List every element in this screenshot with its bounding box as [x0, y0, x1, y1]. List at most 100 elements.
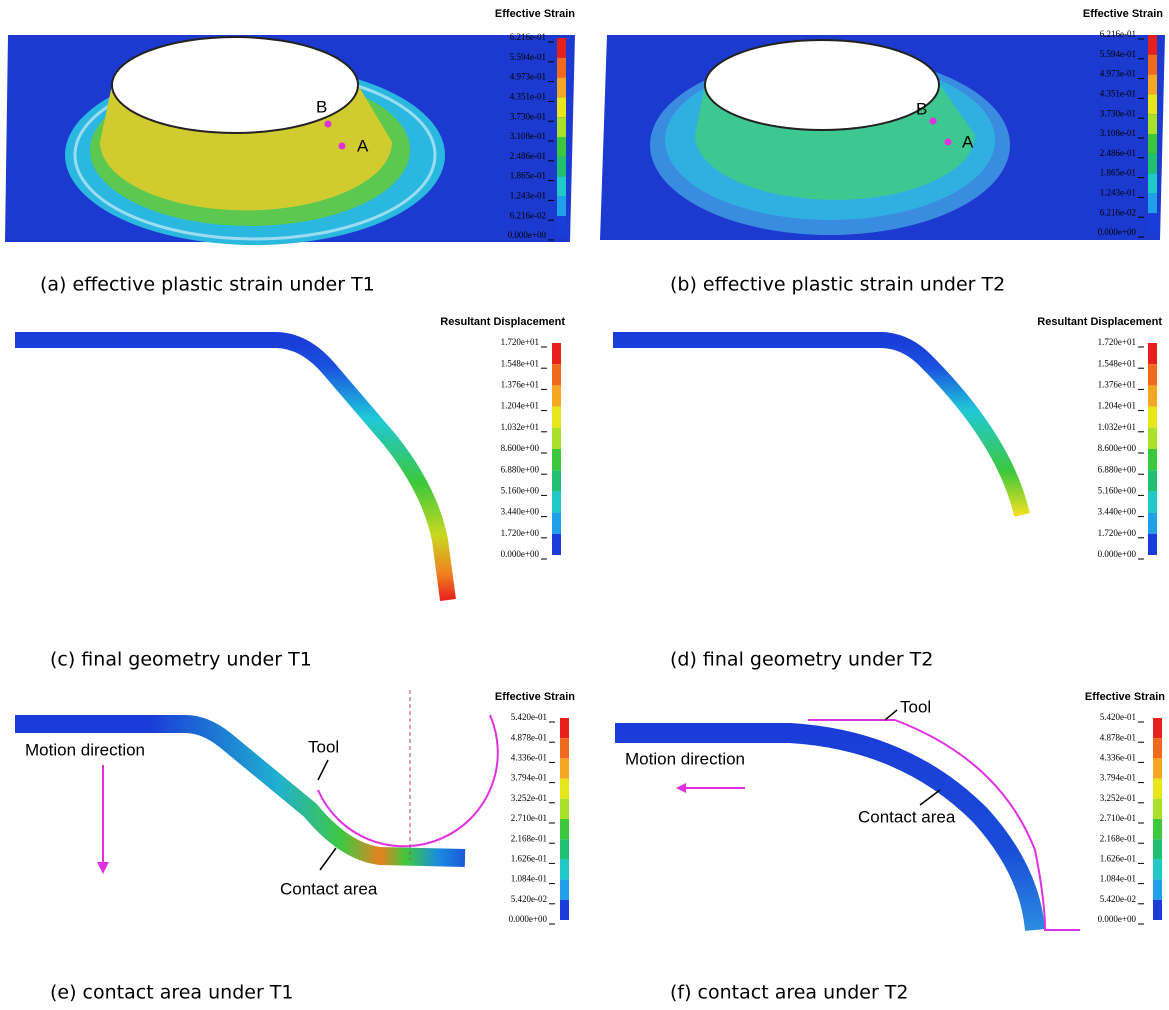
legend-band: [1153, 758, 1162, 778]
panel-a-image: [5, 35, 575, 245]
legend-label: 8.600e+00: [1098, 443, 1137, 453]
legend-label: 5.420e-02: [1100, 894, 1136, 904]
legend-label: 0.000e+00: [1098, 914, 1137, 924]
caption: (e) contact area under T1: [50, 982, 293, 1004]
panel-c-image: [15, 340, 448, 600]
legend-label: 1.084e-01: [511, 874, 547, 884]
legend-label: 2.710e-01: [511, 813, 547, 823]
legend-band: [1148, 343, 1157, 364]
legend-label: 5.420e-01: [511, 712, 547, 722]
legend-label: 3.440e+00: [501, 507, 540, 517]
legend-band: [1148, 364, 1157, 385]
legend-label: 5.594e-01: [1100, 49, 1136, 59]
legend-label: 4.351e-01: [1100, 88, 1136, 98]
legend-band: [560, 779, 569, 799]
legend-label: 5.594e-01: [510, 52, 546, 62]
legend-band: [552, 343, 561, 364]
legend-band: [557, 117, 566, 137]
legend-band: [1153, 738, 1162, 758]
legend-label: 3.108e-01: [510, 131, 546, 141]
legend-band: [552, 470, 561, 491]
legend-band: [557, 78, 566, 98]
legend-label: 1.720e+00: [501, 528, 540, 538]
legend-label: 4.336e-01: [1100, 752, 1136, 762]
legend-band: [560, 839, 569, 859]
legend-label: 5.420e-02: [511, 894, 547, 904]
legend-band: [557, 196, 566, 216]
legend-label: 1.548e+01: [1098, 358, 1136, 368]
legend-band: [557, 157, 566, 177]
legend-band: [552, 449, 561, 470]
panel-b-image: [600, 35, 1165, 240]
legend-band: [1148, 75, 1157, 95]
point-marker: [930, 118, 937, 125]
annotation: B: [316, 97, 327, 116]
legend-label: 3.730e-01: [510, 111, 546, 121]
legend-label: 1.720e+01: [501, 337, 539, 347]
legend-label: 3.108e-01: [1100, 128, 1136, 138]
point-marker: [945, 139, 952, 146]
legend-band: [1148, 385, 1157, 406]
legend-band: [560, 799, 569, 819]
legend-label: 1.548e+01: [501, 358, 539, 368]
annotation: A: [357, 136, 369, 155]
legend-band: [1148, 154, 1157, 174]
legend-label: 2.168e-01: [511, 833, 547, 843]
legend-label: 3.794e-01: [1100, 773, 1136, 783]
legend-label: 0.000e+00: [509, 914, 548, 924]
point-marker: [325, 121, 332, 128]
legend-band: [552, 385, 561, 406]
legend-label: 3.794e-01: [511, 773, 547, 783]
legend-label: 1.376e+01: [1098, 379, 1136, 389]
legend-band: [560, 900, 569, 920]
panel-f-image: [615, 710, 1080, 930]
legend-label: 5.420e-01: [1100, 712, 1136, 722]
legend-band: [1153, 779, 1162, 799]
legend-band: [1153, 718, 1162, 738]
legend-band: [1148, 134, 1157, 154]
caption: (a) effective plastic strain under T1: [40, 274, 375, 296]
legend-band: [1148, 407, 1157, 428]
legend-band: [1148, 470, 1157, 491]
figure: (a) effective plastic strain under T1 Eff…: [0, 0, 1169, 1005]
legend-label: 4.973e-01: [1100, 69, 1136, 79]
legend-band: [557, 97, 566, 117]
legend-label: 1.243e-01: [510, 190, 546, 200]
annotation: Contact area: [280, 879, 378, 898]
legend-title: Effective Strain: [1083, 8, 1163, 20]
annotation: Contact area: [858, 807, 956, 826]
legend-label: 1.204e+01: [1098, 401, 1136, 411]
legend-title: Resultant Displacement: [1037, 316, 1162, 328]
legend-band: [557, 216, 566, 236]
legend-band: [552, 513, 561, 534]
caption: (b) effective plastic strain under T2: [670, 274, 1005, 296]
legend-band: [557, 137, 566, 157]
legend-label: 1.865e-01: [1100, 168, 1136, 178]
legend-label: 6.880e+00: [501, 464, 540, 474]
legend-band: [1148, 114, 1157, 134]
annotation: Tool: [900, 697, 931, 716]
legend-band: [1148, 94, 1157, 114]
legend-band: [560, 880, 569, 900]
legend-band: [1148, 55, 1157, 75]
legend-band: [1148, 174, 1157, 194]
legend-label: 1.204e+01: [501, 401, 539, 411]
legend-label: 6.216e-01: [510, 32, 546, 42]
legend-label: 0.000e+00: [501, 549, 540, 559]
legend-label: 2.710e-01: [1100, 813, 1136, 823]
legend-band: [560, 859, 569, 879]
legend-label: 2.486e-01: [1100, 148, 1136, 158]
legend-label: 2.168e-01: [1100, 833, 1136, 843]
legend-label: 3.730e-01: [1100, 108, 1136, 118]
legend-title: Effective Strain: [495, 691, 575, 703]
legend-band: [1148, 35, 1157, 55]
legend-band: [1153, 900, 1162, 920]
legend-label: 2.486e-01: [510, 151, 546, 161]
legend-band: [552, 364, 561, 385]
legend-title: Effective Strain: [1085, 691, 1165, 703]
legend-label: 1.032e+01: [1098, 422, 1136, 432]
legend-band: [1153, 839, 1162, 859]
caption: (f) contact area under T2: [670, 982, 908, 1004]
legend-label: 8.600e+00: [501, 443, 540, 453]
legend-label: 5.160e+00: [1098, 485, 1137, 495]
